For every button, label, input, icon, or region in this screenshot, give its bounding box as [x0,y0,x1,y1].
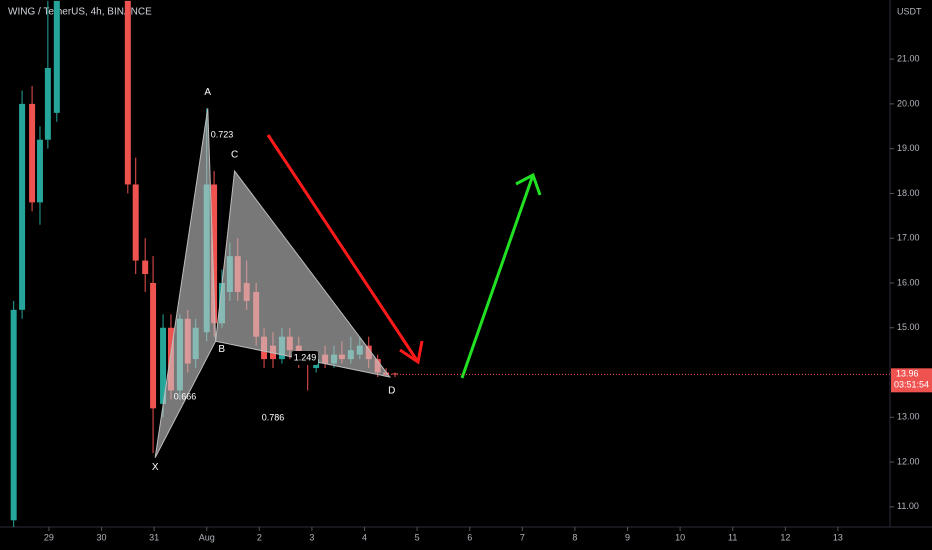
x-tick-label: 30 [97,532,107,542]
pattern-triangle [154,108,217,458]
x-tick-label: 29 [44,532,54,542]
down-arrow-head [399,340,424,365]
countdown-label: 03:51:54 [894,380,929,390]
y-tick-label: 12.00 [897,456,920,466]
x-tick-label: 8 [572,532,577,542]
axis-unit: USDT [897,6,922,16]
candle-body [36,139,43,203]
ratio-label: 0.723 [211,129,234,139]
ratio-box [292,351,318,365]
ratio-label: 1.249 [294,352,317,362]
y-tick-label: 11.00 [897,501,919,511]
candle-body [160,327,167,404]
x-tick-label: 4 [362,532,367,542]
x-tick-label: 10 [675,532,685,542]
x-tick-label: 6 [467,532,472,542]
up-arrow [460,174,535,379]
pattern-point-label: D [388,386,395,397]
y-tick-label: 19.00 [897,143,920,153]
ratio-label: 0.786 [262,412,285,422]
x-tick-label: 13 [833,532,843,542]
last-price-label: 13.96 [896,369,919,379]
x-tick-label: 5 [415,532,420,542]
pattern-point-label: A [204,87,211,98]
y-tick-label: 13.00 [897,412,920,422]
candle-body [53,0,60,113]
pattern-point-label: B [218,344,225,355]
candle-body [10,309,17,521]
candle-body [29,103,36,203]
y-tick-label: 16.00 [897,277,920,287]
x-tick-label: 3 [309,532,314,542]
x-tick-label: 2 [257,532,262,542]
x-tick-label: 11 [728,532,737,542]
x-tick-label: Aug [199,532,215,542]
down-arrow [266,134,420,363]
y-tick-label: 17.00 [897,233,920,243]
candle-body [142,260,149,275]
up-arrow-head [515,172,542,196]
candle-body [392,373,399,375]
y-tick-label: 18.00 [897,188,920,198]
y-tick-label: 21.00 [897,53,920,63]
pattern-point-label: C [231,150,238,161]
x-tick-label: 31 [149,532,159,542]
x-tick-label: 7 [520,532,525,542]
candle-body [150,282,157,409]
candle-body [44,68,51,140]
candle-body [124,0,131,185]
x-tick-label: 9 [625,532,630,542]
y-tick-label: 20.00 [897,98,920,108]
candle-body [211,184,218,324]
ratio-label: 0.666 [174,391,197,401]
x-tick-label: 12 [780,532,790,542]
pattern-point-label: X [152,462,159,473]
chart-title: WING / TetherUS, 4h, BINANCE [8,7,152,18]
y-tick-label: 15.00 [897,322,920,332]
last-price-box [891,368,932,393]
candle-body [132,184,139,261]
candle-body [19,103,26,310]
